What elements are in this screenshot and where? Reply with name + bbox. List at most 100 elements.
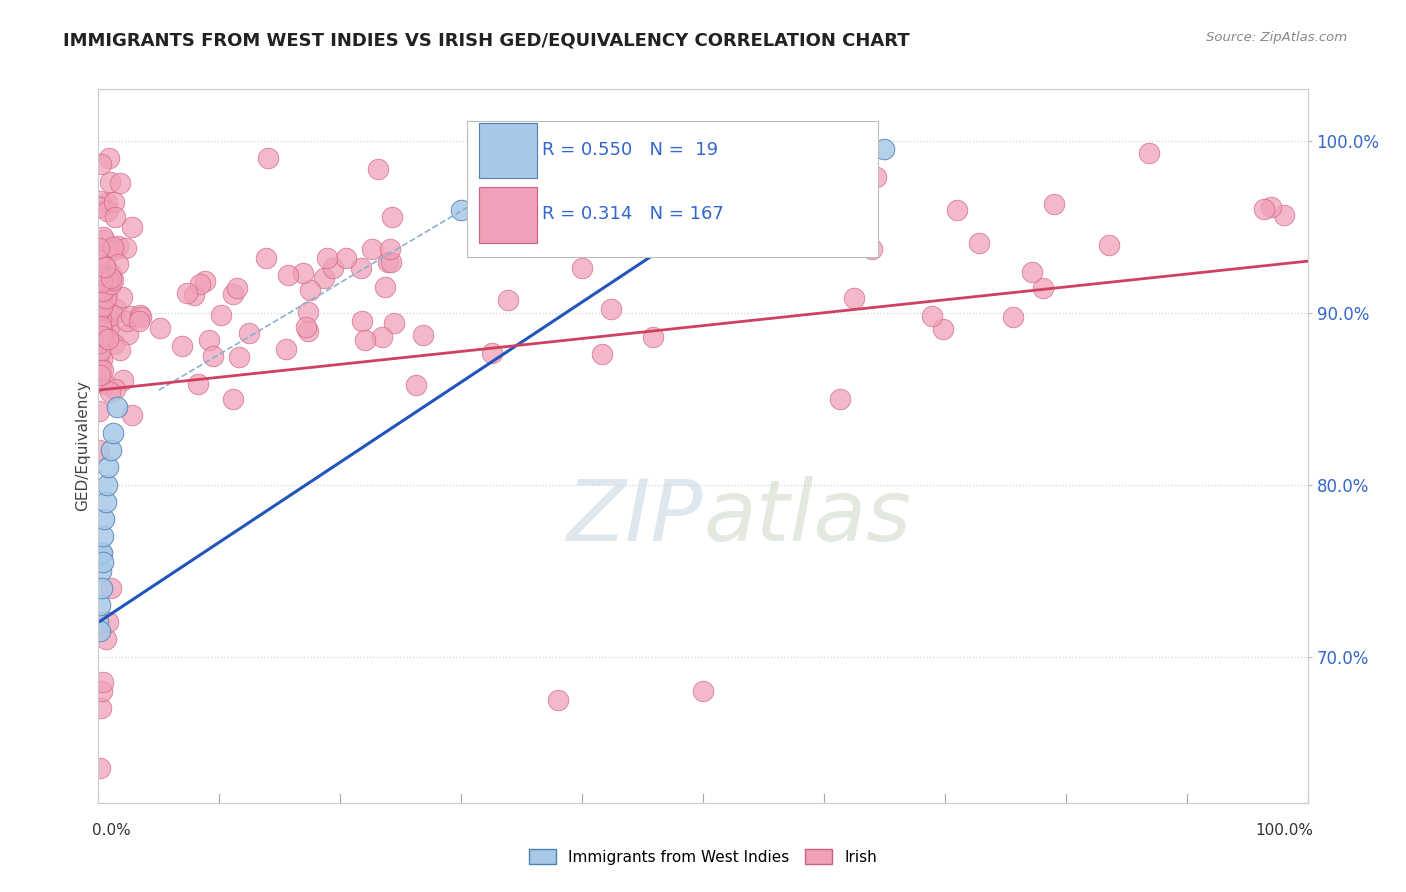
Point: [87, 273, 110, 287]
Point: [314, 271, 336, 285]
Point: [91, 555, 114, 569]
Point: [91, 329, 114, 343]
Point: [90, 312, 112, 326]
Point: [89, 761, 111, 775]
Point: [257, 151, 280, 165]
Y-axis label: GED/Equivalency: GED/Equivalency: [75, 381, 90, 511]
Point: [97, 460, 120, 475]
Point: [91, 363, 114, 377]
Point: [129, 308, 152, 322]
Point: [295, 319, 318, 334]
Text: IMMIGRANTS FROM WEST INDIES VS IRISH GED/EQUIVALENCY CORRELATION CHART: IMMIGRANTS FROM WEST INDIES VS IRISH GED…: [63, 31, 910, 49]
Point: [129, 310, 152, 325]
Point: [90, 285, 112, 299]
Point: [100, 267, 122, 281]
Point: [1137, 146, 1160, 161]
Point: [104, 382, 127, 396]
Text: 0.0%: 0.0%: [93, 823, 131, 838]
Point: [921, 309, 943, 323]
Point: [1043, 197, 1066, 211]
FancyBboxPatch shape: [479, 187, 537, 243]
Point: [1032, 280, 1054, 294]
Point: [94, 632, 117, 647]
Point: [96, 477, 118, 491]
Point: [105, 401, 128, 415]
Point: [93, 278, 115, 293]
Point: [374, 280, 396, 294]
FancyBboxPatch shape: [479, 123, 537, 178]
Point: [87, 283, 110, 297]
Point: [89, 368, 111, 382]
Point: [87, 374, 110, 388]
Point: [96, 196, 118, 211]
Point: [865, 169, 887, 184]
Point: [405, 377, 427, 392]
Point: [94, 495, 117, 509]
Text: Source: ZipAtlas.com: Source: ZipAtlas.com: [1206, 31, 1347, 45]
Point: [450, 202, 472, 217]
Point: [641, 330, 664, 344]
Point: [209, 308, 232, 322]
Point: [370, 330, 392, 344]
Point: [90, 546, 112, 560]
Text: 100.0%: 100.0%: [1256, 823, 1313, 838]
Point: [571, 261, 593, 276]
Point: [89, 253, 111, 268]
Point: [90, 564, 112, 578]
Point: [91, 230, 114, 244]
Point: [380, 254, 402, 268]
Point: [277, 268, 299, 282]
Point: [381, 211, 404, 225]
Point: [97, 151, 120, 165]
Point: [315, 252, 337, 266]
Point: [90, 268, 112, 283]
Point: [89, 273, 111, 287]
Point: [87, 404, 110, 418]
Point: [90, 267, 112, 281]
Point: [91, 275, 114, 289]
Point: [103, 308, 125, 322]
Point: [194, 274, 217, 288]
Point: [298, 283, 321, 297]
Point: [90, 318, 112, 333]
Point: [367, 162, 389, 177]
Point: [228, 350, 250, 364]
Point: [176, 286, 198, 301]
Point: [91, 675, 114, 690]
Point: [946, 202, 969, 217]
Point: [120, 309, 142, 323]
Point: [183, 287, 205, 301]
Point: [89, 624, 111, 638]
Point: [101, 426, 124, 441]
Point: [1098, 238, 1121, 252]
Point: [121, 219, 143, 234]
Point: [111, 290, 134, 304]
Point: [89, 264, 111, 278]
Point: [97, 332, 120, 346]
Point: [108, 176, 131, 190]
Point: [274, 343, 297, 357]
Point: [93, 331, 115, 345]
Point: [90, 157, 112, 171]
Text: ZIP: ZIP: [567, 475, 703, 559]
Point: [98, 385, 121, 400]
Point: [221, 287, 243, 301]
Point: [91, 529, 114, 543]
Point: [595, 177, 617, 191]
Point: [96, 270, 118, 285]
Point: [481, 346, 503, 360]
Point: [1272, 208, 1295, 222]
Point: [104, 210, 127, 224]
Point: [89, 302, 111, 317]
Point: [873, 142, 896, 156]
Point: [1021, 265, 1043, 279]
Point: [828, 392, 851, 406]
Point: [87, 615, 110, 630]
Point: [100, 443, 122, 458]
Point: [600, 301, 623, 316]
Point: [692, 684, 714, 698]
Point: [90, 352, 112, 367]
Point: [101, 239, 124, 253]
Point: [198, 333, 221, 347]
Point: [94, 291, 117, 305]
